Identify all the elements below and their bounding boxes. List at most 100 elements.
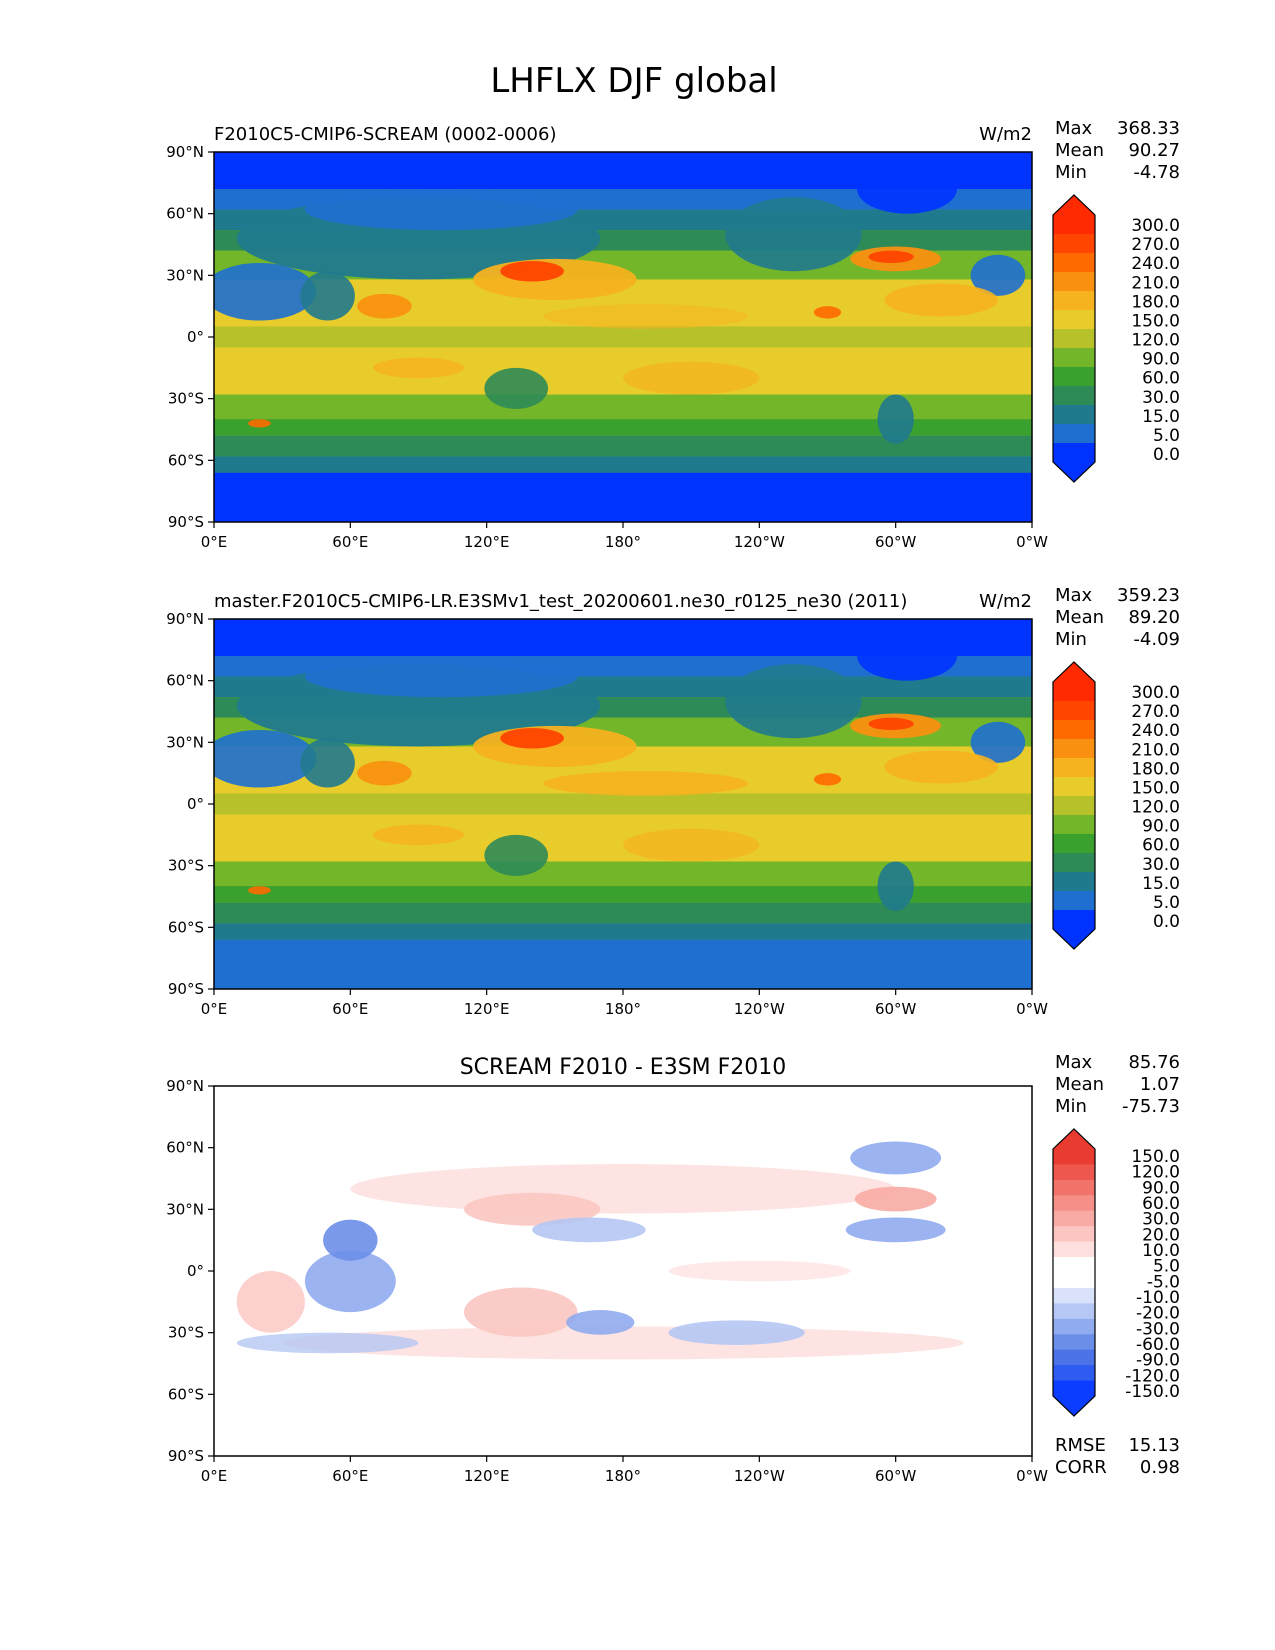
colorbar-label: -90.0 bbox=[1136, 1351, 1180, 1371]
panel-3-map bbox=[214, 1086, 1032, 1456]
colorbar-segment bbox=[1053, 720, 1095, 740]
panel-3-max-label: Max bbox=[1055, 1052, 1093, 1073]
colorbar-label: 90.0 bbox=[1142, 1178, 1180, 1198]
field-blob bbox=[532, 1217, 646, 1243]
panel-2: master.F2010C5-CMIP6-LR.E3SMv1_test_2020… bbox=[166, 585, 1180, 1018]
colorbar-label: 120.0 bbox=[1131, 1163, 1180, 1183]
y-tick-label: 90°S bbox=[168, 980, 204, 998]
colorbar-label: 180.0 bbox=[1131, 759, 1180, 779]
x-tick-label: 60°E bbox=[332, 533, 368, 551]
colorbar-segment bbox=[1053, 348, 1095, 368]
colorbar-segment bbox=[1053, 1334, 1095, 1351]
panel-1-max-label: Max bbox=[1055, 118, 1093, 139]
y-tick-label: 0° bbox=[187, 328, 204, 346]
field-blob bbox=[304, 656, 578, 698]
panel-2-map bbox=[214, 619, 1032, 989]
field-blob bbox=[350, 1164, 896, 1214]
panel-3-title: SCREAM F2010 - E3SM F2010 bbox=[460, 1055, 787, 1080]
field-blob bbox=[725, 664, 862, 739]
y-tick-label: 90°S bbox=[168, 513, 204, 531]
y-tick-label: 60°N bbox=[166, 672, 204, 690]
y-tick-label: 60°N bbox=[166, 1139, 204, 1157]
x-tick-label: 180° bbox=[605, 1467, 641, 1485]
colorbar-extend-top bbox=[1053, 1129, 1095, 1149]
colorbar-label: 150.0 bbox=[1131, 778, 1180, 798]
panel-3-colorbar: 150.0120.090.060.030.020.010.05.0-5.0-10… bbox=[1052, 1128, 1180, 1417]
panel-1-colorbar: 300.0270.0240.0210.0180.0150.0120.090.06… bbox=[1052, 194, 1180, 483]
colorbar-label: 210.0 bbox=[1131, 740, 1180, 760]
colorbar-segment bbox=[1053, 253, 1095, 273]
colorbar-segment bbox=[1053, 310, 1095, 330]
colorbar-segment bbox=[1053, 777, 1095, 797]
panel-1-max-value: 368.33 bbox=[1117, 118, 1180, 139]
panel-2-left-title: master.F2010C5-CMIP6-LR.E3SMv1_test_2020… bbox=[214, 591, 907, 612]
colorbar-segment bbox=[1053, 1257, 1095, 1273]
x-tick-label: 0°W bbox=[1016, 1000, 1048, 1018]
field-blob bbox=[970, 254, 1026, 296]
colorbar-label: 5.0 bbox=[1153, 893, 1180, 913]
field-band bbox=[214, 326, 1032, 348]
field-band bbox=[214, 435, 1032, 457]
colorbar-label: 270.0 bbox=[1131, 235, 1180, 255]
y-tick-label: 90°N bbox=[166, 1077, 204, 1095]
x-tick-label: 180° bbox=[605, 533, 641, 551]
y-tick-label: 30°N bbox=[166, 266, 204, 284]
colorbar-label: -10.0 bbox=[1136, 1288, 1180, 1308]
panel-1-mean-label: Mean bbox=[1055, 140, 1104, 161]
colorbar-segment bbox=[1053, 1365, 1095, 1382]
colorbar-outline bbox=[1052, 194, 1096, 483]
field-blob bbox=[813, 773, 842, 786]
field-blob bbox=[500, 727, 564, 749]
colorbar-segment bbox=[1053, 758, 1095, 778]
colorbar-label: -30.0 bbox=[1136, 1319, 1180, 1339]
x-tick-label: 120°W bbox=[734, 1000, 785, 1018]
x-tick-label: 120°E bbox=[464, 1000, 510, 1018]
colorbar-segment bbox=[1053, 424, 1095, 444]
colorbar-label: 60.0 bbox=[1142, 1194, 1180, 1214]
y-tick-label: 60°S bbox=[168, 451, 204, 469]
field-blob bbox=[868, 250, 914, 263]
panel-2-x-axis: 0°E 60°E 120°E 180° 120°W 60°W 0°W bbox=[201, 989, 1048, 1018]
colorbar-segment bbox=[1053, 1272, 1095, 1289]
colorbar-segment bbox=[1053, 367, 1095, 387]
field-blob bbox=[566, 1310, 635, 1335]
panel-2-min-value: -4.09 bbox=[1133, 629, 1180, 650]
y-tick-label: 30°N bbox=[166, 733, 204, 751]
colorbar-segment bbox=[1053, 272, 1095, 292]
x-tick-label: 180° bbox=[605, 1000, 641, 1018]
x-tick-label: 60°W bbox=[875, 1000, 917, 1018]
colorbar-label: 30.0 bbox=[1142, 855, 1180, 875]
field-band bbox=[214, 886, 1032, 903]
x-tick-label: 120°W bbox=[734, 1467, 785, 1485]
colorbar-label: 0.0 bbox=[1153, 445, 1180, 465]
x-tick-label: 120°W bbox=[734, 533, 785, 551]
x-tick-label: 0°E bbox=[201, 533, 228, 551]
field-blob bbox=[463, 1192, 601, 1226]
colorbar-label: 150.0 bbox=[1131, 1147, 1180, 1167]
x-tick-label: 60°E bbox=[332, 1000, 368, 1018]
colorbar-segment bbox=[1053, 834, 1095, 854]
colorbar-label: 60.0 bbox=[1142, 369, 1180, 389]
panel-1-map-field bbox=[214, 152, 1032, 522]
colorbar-label: 30.0 bbox=[1142, 1210, 1180, 1230]
y-tick-label: 30°N bbox=[166, 1200, 204, 1218]
colorbar-segment bbox=[1053, 872, 1095, 892]
colorbar-label: 90.0 bbox=[1142, 350, 1180, 370]
field-blob bbox=[877, 394, 914, 444]
panel-3-extra-stats: RMSE 15.13 CORR 0.98 bbox=[1055, 1435, 1180, 1478]
colorbar-label: -60.0 bbox=[1136, 1335, 1180, 1355]
field-blob bbox=[845, 1217, 946, 1243]
field-band bbox=[214, 456, 1032, 473]
colorbar-label: -5.0 bbox=[1147, 1272, 1180, 1292]
colorbar-segment bbox=[1053, 1226, 1095, 1243]
colorbar-segment bbox=[1053, 910, 1095, 930]
field-band bbox=[214, 923, 1032, 940]
figure-title: LHFLX DJF global bbox=[490, 61, 777, 101]
panel-1-y-axis: 90°N 60°N 30°N 0° 30°S 60°S 90°S bbox=[166, 143, 214, 531]
colorbar-label: 20.0 bbox=[1142, 1225, 1180, 1245]
colorbar-segment bbox=[1053, 815, 1095, 835]
colorbar-segment bbox=[1053, 1380, 1095, 1397]
corr-value: 0.98 bbox=[1140, 1457, 1180, 1478]
colorbar-label: 120.0 bbox=[1131, 798, 1180, 818]
y-tick-label: 30°S bbox=[168, 1324, 204, 1342]
